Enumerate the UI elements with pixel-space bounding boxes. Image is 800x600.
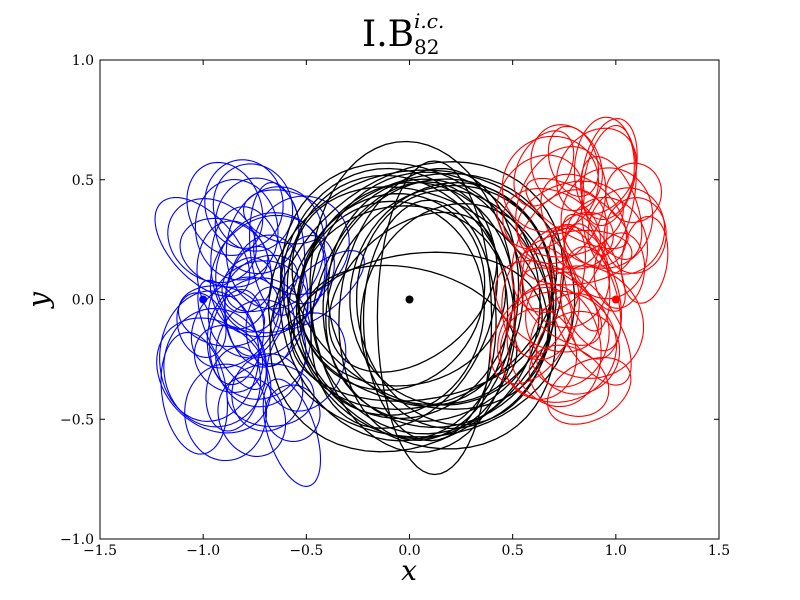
trajectory-loop [262, 378, 322, 487]
y-tick-label: 1.0 [72, 53, 94, 69]
y-axis-label: y [22, 291, 55, 310]
trajectory-loop [286, 174, 516, 440]
trajectory-loop [349, 181, 554, 406]
trajectory-loop [280, 162, 557, 450]
trajectory-loop [560, 167, 654, 269]
y-tick-label: −0.5 [60, 412, 94, 428]
trajectory-loop [287, 172, 558, 411]
trajectory-loop [210, 206, 286, 333]
x-tick-label: −1.5 [83, 543, 117, 559]
trajectory-loop [501, 135, 599, 233]
trajectory-loop [156, 317, 272, 434]
trajectory-loop [525, 177, 629, 250]
trajectory-loop [546, 356, 632, 425]
trajectory-loop [224, 245, 285, 357]
trajectory-loop [215, 212, 326, 334]
chart-title: I.B [362, 14, 414, 55]
series-layer [154, 116, 669, 487]
trajectory-loop [269, 161, 564, 453]
trajectory-loop [587, 187, 666, 275]
body-marker [405, 295, 414, 304]
trajectory-loop [513, 130, 575, 207]
trajectory-loop [520, 229, 633, 286]
trajectory-loop [194, 178, 279, 281]
x-tick-label: 1.5 [708, 543, 730, 559]
body-marker [611, 295, 620, 304]
trajectory-loop [291, 186, 549, 410]
x-tick-label: 0.0 [398, 543, 420, 559]
trajectory-loop [519, 267, 603, 346]
y-tick-label: −1.0 [60, 532, 94, 548]
trajectory-loop [516, 180, 624, 258]
trajectory-loop [217, 376, 287, 457]
trajectory-loop [562, 213, 626, 312]
marker-layer [199, 295, 620, 304]
trajectory-loop [322, 178, 557, 429]
trajectory-loop [376, 160, 493, 476]
trajectory-loop [297, 205, 507, 387]
trajectory-loop [563, 196, 649, 300]
trajectory-loop [489, 286, 573, 385]
trajectory-loop [328, 211, 498, 373]
trajectory-loop [231, 353, 304, 432]
trajectory-loop [309, 140, 516, 454]
trajectory-loop [620, 215, 669, 304]
trajectory-loop [206, 277, 312, 400]
trajectory-loop [204, 159, 284, 249]
trajectory-loop [224, 234, 309, 368]
trajectory-loop [521, 225, 611, 329]
trajectory-loop [163, 307, 268, 428]
x-axis-label: x [401, 554, 417, 587]
x-tick-label: −1.0 [186, 543, 220, 559]
trajectory-loop [325, 184, 553, 422]
trajectory-loop [310, 181, 499, 429]
trajectory-loop [359, 202, 555, 430]
x-tick-label: 1.0 [605, 543, 627, 559]
trajectory-loop [525, 265, 645, 379]
trajectory-loop [184, 363, 267, 462]
body-marker [199, 295, 208, 304]
tick-layer: −1.5 −1.0 −0.5 0.0 0.5 1.0 1.5−1.0−0.50.00.51.… [60, 53, 730, 559]
trajectory-loop [573, 116, 635, 221]
trajectory-loop [549, 271, 632, 386]
trajectory-loop [515, 146, 607, 265]
trajectory-loop [603, 197, 667, 274]
y-tick-label: 0.0 [72, 293, 94, 309]
trajectory-loop [268, 169, 576, 438]
trajectory-loop [511, 189, 608, 313]
trajectory-loop [160, 331, 229, 455]
x-tick-label: 0.5 [502, 543, 524, 559]
trajectory-loop [226, 363, 315, 427]
x-tick-label: −0.5 [289, 543, 323, 559]
trajectory-loop [177, 285, 266, 347]
chart-title-subscript: 82 [414, 35, 439, 59]
trajectory-loop [205, 346, 262, 432]
trajectory-loop [297, 193, 486, 391]
trajectory-loop [225, 254, 299, 313]
trajectory-loop [535, 310, 621, 395]
trajectory-loop [581, 124, 637, 256]
trajectory-loop [279, 167, 509, 442]
trajectory-loop [209, 289, 265, 386]
trajectory-loop [497, 290, 618, 403]
trajectory-loop [506, 283, 602, 408]
trajectory-loop [186, 161, 264, 256]
chart-title-superscript: i.c. [414, 9, 444, 33]
trajectory-loop [529, 292, 610, 388]
trajectory-loop [496, 154, 585, 250]
trajectory-loop [225, 186, 325, 310]
y-tick-label: 0.5 [72, 173, 94, 189]
trajectory-loop [154, 197, 251, 298]
